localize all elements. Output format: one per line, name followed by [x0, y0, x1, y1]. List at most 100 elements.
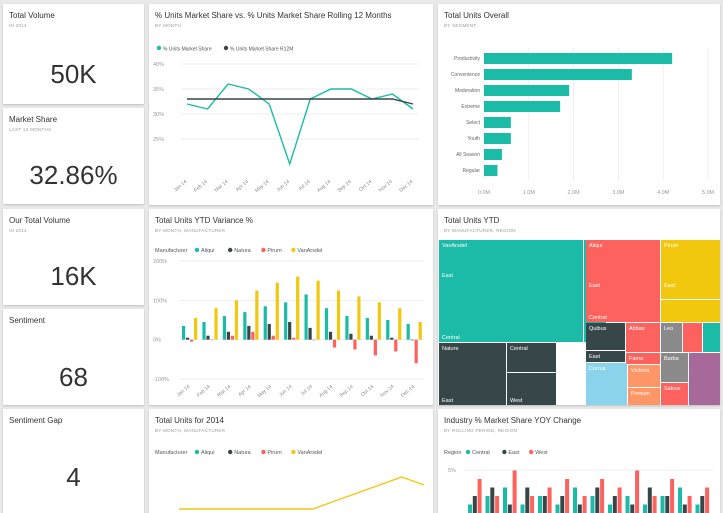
treemap-label: East	[589, 354, 600, 360]
treemap-label: Aliqui	[589, 243, 602, 249]
x-tick-label: Sep 14	[337, 179, 353, 194]
kpi-value: 50K	[3, 59, 144, 90]
x-tick-label: Dec 14	[398, 179, 414, 194]
bar	[648, 488, 652, 513]
bar	[182, 326, 185, 340]
bar	[513, 471, 517, 513]
industry-yoy-tile[interactable]: Industry % Market Share YOY Change BY RO…	[438, 409, 720, 513]
y-tick-label: 40%	[153, 62, 164, 68]
x-tick-label: Nov 14	[378, 179, 394, 194]
series-line-vanarsdel	[179, 477, 424, 509]
x-tick-label: 0.0M	[478, 190, 491, 196]
legend-dot	[529, 450, 533, 454]
kpi-value: 16K	[3, 261, 144, 292]
bar	[600, 479, 604, 513]
bar	[538, 496, 542, 513]
bar	[268, 324, 271, 340]
bar	[661, 496, 665, 513]
legend-dot	[291, 248, 295, 252]
category-label: Regular	[462, 168, 480, 174]
bar	[349, 334, 352, 340]
x-tick-label: 1.0M	[523, 190, 536, 196]
y-tick-label: 30%	[153, 112, 164, 118]
bar	[415, 340, 418, 364]
legend-item: East	[508, 450, 519, 456]
bar	[333, 340, 336, 348]
units-2014-tile[interactable]: Total Units for 2014 BY MONTH, MANUFACTU…	[149, 409, 433, 513]
x-tick-label: Mar 14	[216, 384, 232, 399]
tile-title: Sentiment	[9, 316, 45, 325]
bar	[214, 308, 217, 339]
bar	[305, 294, 308, 339]
bar	[374, 340, 377, 356]
y-tick-label: 5%	[448, 468, 456, 474]
y-tick-label: 0%	[153, 338, 161, 344]
bar	[309, 328, 312, 340]
legend-dot	[195, 248, 199, 252]
treemap-cell	[703, 323, 720, 352]
bar	[484, 133, 511, 144]
treemap-label: East	[664, 283, 675, 289]
x-tick-label: Jan 14	[176, 384, 192, 398]
category-label: Convenience	[451, 72, 480, 78]
bar	[272, 336, 275, 340]
legend-dot	[291, 450, 295, 454]
x-tick-label: Dec 14	[400, 384, 416, 399]
legend-item: Pirum	[267, 248, 282, 254]
kpi-total-volume[interactable]: Total Volume IN 2014 50K	[3, 4, 144, 104]
kpi-value: 4	[3, 462, 144, 493]
treemap-label: Salvus	[664, 386, 681, 392]
x-tick-label: Aug 14	[316, 179, 332, 194]
legend-item: Aliqui	[201, 450, 214, 456]
tile-title: Our Total Volume	[9, 216, 70, 225]
treemap-label: Fama	[629, 356, 644, 362]
bar	[591, 496, 595, 513]
bar	[210, 340, 213, 341]
treemap-label: Abbas	[629, 326, 645, 332]
ytd-variance-tile[interactable]: Total Units YTD Variance % BY MONTH, MAN…	[149, 209, 433, 405]
bar	[595, 488, 599, 513]
x-tick-label: 4.0M	[657, 190, 670, 196]
bar	[678, 488, 682, 513]
treemap-cell	[439, 310, 583, 342]
treemap-label: Quibus	[589, 326, 607, 332]
legend-dot	[261, 248, 265, 252]
series-line-0	[187, 84, 413, 164]
bar	[325, 308, 328, 339]
bar	[190, 340, 193, 342]
legend-item: Central	[472, 450, 490, 456]
bar	[264, 306, 267, 339]
kpi-sentiment-gap[interactable]: Sentiment Gap 4	[3, 409, 144, 513]
market-share-line-tile[interactable]: % Units Market Share vs. % Units Market …	[149, 4, 433, 205]
category-label: Productivity	[454, 56, 480, 62]
series-line-1	[187, 99, 413, 104]
legend-label: Manufacturer	[155, 450, 188, 456]
bar	[484, 165, 497, 176]
kpi-our-total-volume[interactable]: Our Total Volume IN 2014 16K	[3, 209, 144, 305]
units-ytd-treemap-tile[interactable]: Total Units YTD BY MANUFACTURER, REGION …	[438, 209, 720, 405]
bar	[484, 69, 632, 80]
bar	[484, 117, 511, 128]
legend-label: Region	[444, 450, 461, 456]
legend-dot	[502, 450, 506, 454]
category-label: All Season	[456, 152, 480, 158]
kpi-sentiment[interactable]: Sentiment 68	[3, 309, 144, 405]
treemap-cell	[689, 353, 720, 405]
treemap-label: East	[442, 273, 453, 279]
bar	[235, 300, 238, 339]
bar	[370, 336, 373, 340]
bar	[390, 338, 393, 340]
bar	[206, 336, 209, 340]
kpi-market-share[interactable]: Market Share LAST 12 MONTHS 32.86%	[3, 108, 144, 204]
legend-item: Natura	[234, 450, 251, 456]
bar	[243, 312, 246, 340]
x-tick-label: Aug 14	[318, 384, 334, 399]
bar	[407, 324, 410, 340]
treemap-label: Nature	[442, 346, 459, 352]
bar	[473, 496, 477, 513]
bar	[186, 338, 189, 340]
treemap-label: Victoria	[631, 368, 650, 374]
x-tick-label: Oct 14	[358, 179, 373, 193]
legend-dot	[228, 248, 232, 252]
